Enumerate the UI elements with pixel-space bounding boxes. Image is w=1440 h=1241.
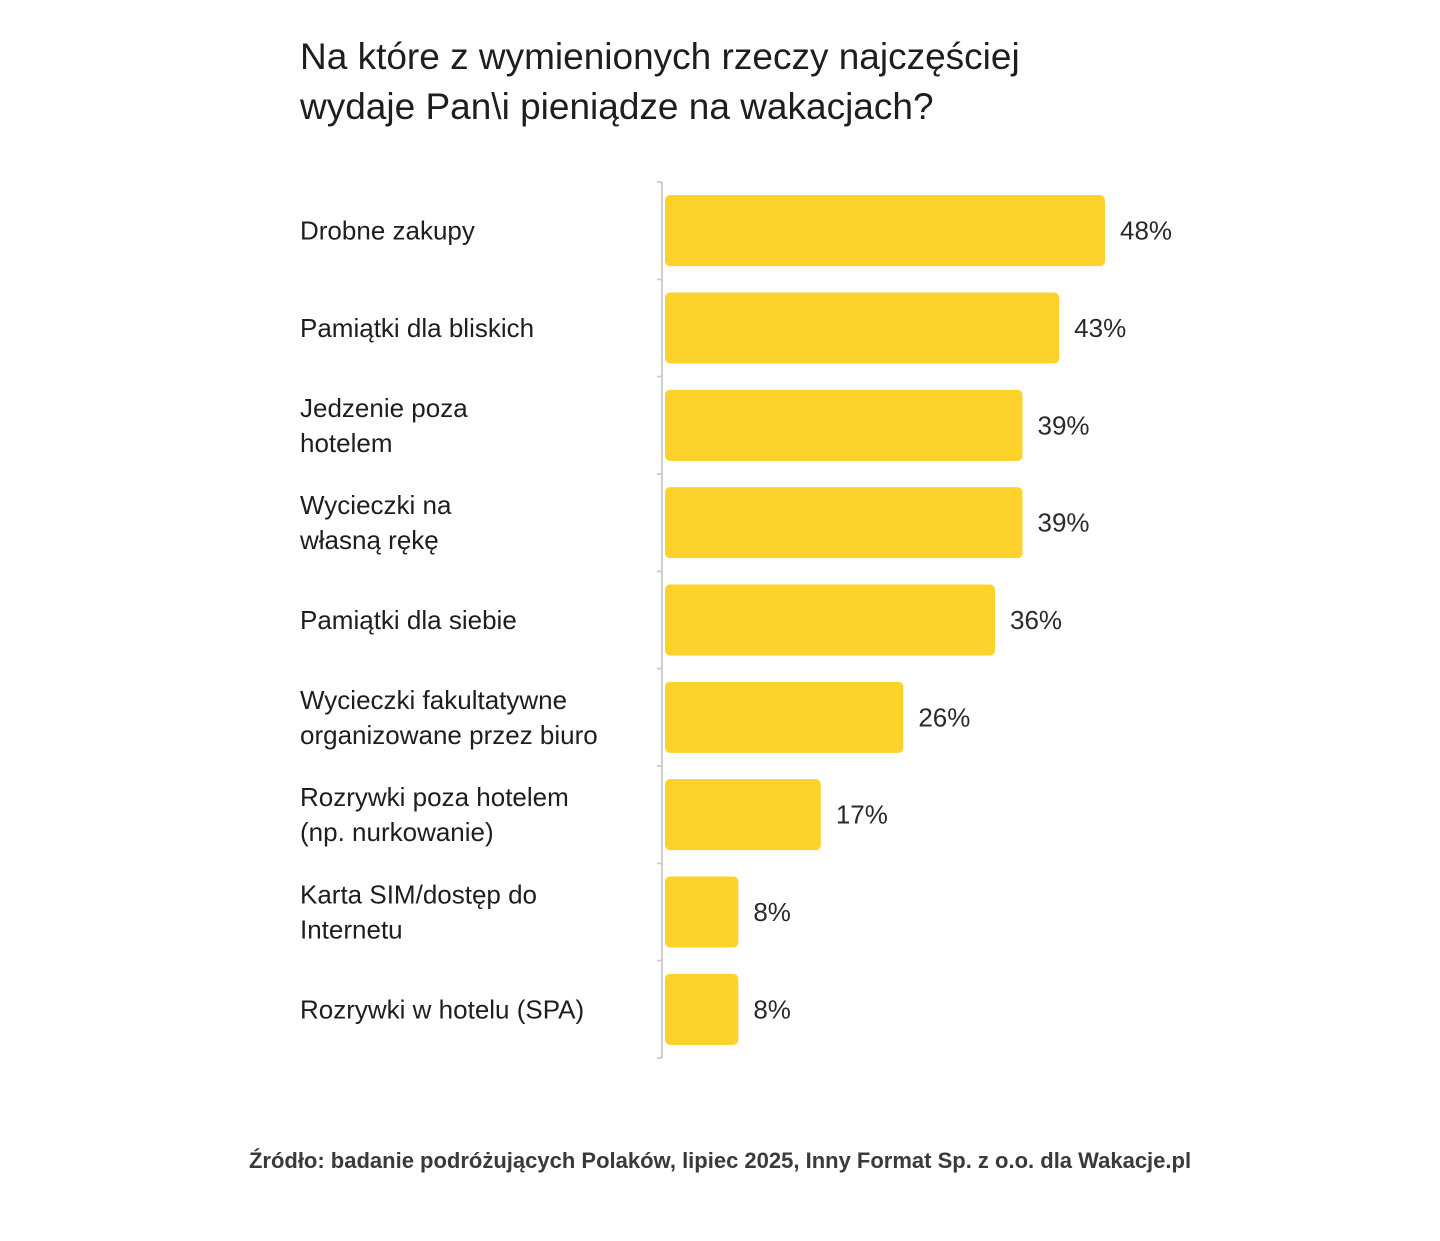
bar bbox=[665, 487, 1023, 559]
bar bbox=[665, 292, 1060, 364]
category-label: Wycieczki na własną rękę bbox=[299, 490, 452, 555]
bar bbox=[665, 681, 904, 753]
bar bbox=[665, 584, 995, 656]
category-label: Rozrywki w hotelu (SPA) bbox=[300, 994, 584, 1024]
data-label: 8% bbox=[753, 994, 791, 1024]
data-label: 39% bbox=[1038, 410, 1090, 440]
data-label: 43% bbox=[1074, 313, 1126, 343]
bar bbox=[665, 389, 1023, 461]
data-label: 48% bbox=[1120, 216, 1172, 246]
category-label: Pamiątki dla siebie bbox=[300, 605, 517, 635]
data-label: 39% bbox=[1038, 508, 1090, 538]
source-note: Źródło: badanie podróżujących Polaków, l… bbox=[248, 1148, 1192, 1173]
bar bbox=[665, 779, 821, 851]
data-label: 26% bbox=[918, 702, 970, 732]
category-label: Karta SIM/dostęp do Internetu bbox=[300, 880, 537, 945]
category-label: Jedzenie poza hotelem bbox=[300, 393, 468, 458]
data-label: 36% bbox=[1010, 605, 1062, 635]
chart-title: Na które z wymienionych rzeczy najczęści… bbox=[300, 36, 1020, 127]
category-label: Rozrywki poza hotelem (np. nurkowanie) bbox=[300, 782, 569, 847]
category-label: Pamiątki dla bliskich bbox=[300, 313, 534, 343]
data-label: 17% bbox=[836, 800, 888, 830]
bar bbox=[665, 973, 739, 1045]
data-label: 8% bbox=[753, 897, 791, 927]
bar bbox=[665, 195, 1105, 267]
category-label: Wycieczki fakultatywne organizowane przez… bbox=[300, 685, 598, 750]
bar bbox=[665, 876, 739, 948]
category-label: Drobne zakupy bbox=[300, 216, 475, 246]
